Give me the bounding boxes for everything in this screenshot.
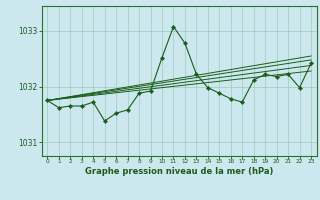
X-axis label: Graphe pression niveau de la mer (hPa): Graphe pression niveau de la mer (hPa) xyxy=(85,167,273,176)
